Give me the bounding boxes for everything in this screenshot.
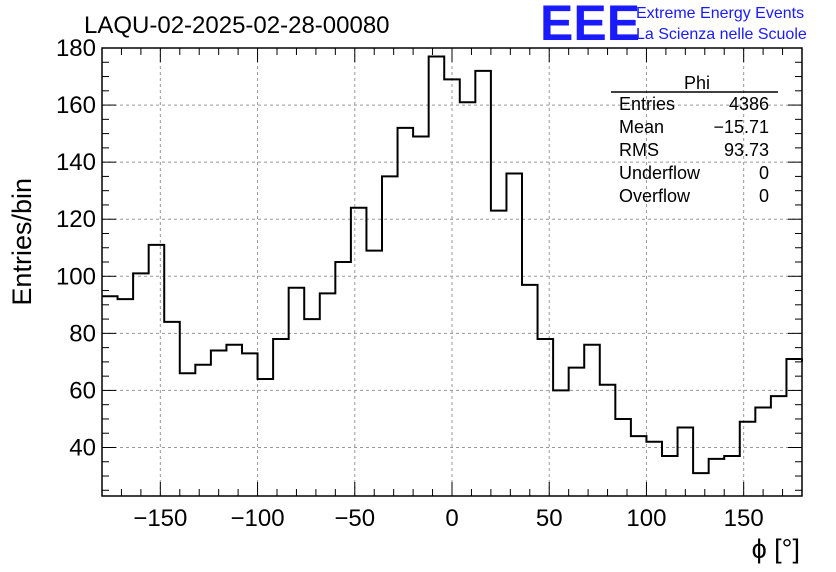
x-tick-label: 50 [536,505,563,532]
x-tick-label: −100 [231,505,285,532]
brand: EEE Extreme Energy Events La Scienza nel… [540,0,807,51]
histogram-bin [709,459,725,496]
histogram-bin [678,428,694,496]
y-tick-label: 40 [69,434,96,461]
histogram-bin [335,262,351,496]
x-tick-label: 150 [724,505,764,532]
histogram-bin [180,373,196,496]
x-tick-label: −50 [334,505,375,532]
histogram-outline [102,55,803,475]
stats-value: 4386 [729,94,769,114]
histogram-bin [506,174,522,496]
stats-rows: Entries 4386 Mean −15.71 RMS 93.73 Underflow 0 O… [619,94,769,206]
stats-title: Phi [684,73,710,93]
stats-label: Mean [619,117,664,137]
histogram-bin [786,359,802,496]
stats-box: Phi Entries 4386 Mean −15.71 RMS 93.73 Underfl… [611,73,778,206]
histogram-bin [149,245,165,496]
histogram-bin [662,456,678,496]
histogram-bin [242,353,258,496]
y-axis-label: Entries/bin [7,178,37,306]
histogram-bin [382,176,398,496]
histogram-bin [320,293,336,496]
y-tick-label: 160 [56,92,96,119]
stats-label: Underflow [619,163,701,183]
histogram-bin [740,422,756,496]
chart-title: LAQU-02-2025-02-28-00080 [84,12,390,39]
axis-ticks [101,47,803,496]
brand-logo: EEE [540,0,640,51]
histogram-bin [538,339,554,496]
stats-value: 0 [759,186,769,206]
x-tick-label: 100 [626,505,666,532]
histogram-bin [771,396,787,496]
stats-label: RMS [619,140,659,160]
x-axis-label: ϕ [°] [752,534,800,564]
histogram-bin [724,456,740,496]
histogram [102,55,803,496]
histogram-bin [693,473,709,496]
histogram-bin [553,390,569,496]
histogram-bin [273,339,289,496]
y-tick-label: 120 [56,206,96,233]
histogram-bin [615,419,631,496]
y-tick-label: 100 [56,263,96,290]
histogram-bin [398,128,414,496]
histogram-bin [584,345,600,496]
stats-value: 0 [759,163,769,183]
brand-line-1: Extreme Energy Events [636,5,804,22]
histogram-bin [600,385,616,496]
y-tick-label: 180 [56,35,96,62]
histogram-bin [475,71,491,496]
histogram-bin [429,57,445,496]
y-tick-label: 140 [56,149,96,176]
x-tick-label: 0 [445,505,458,532]
histogram-bin [413,136,429,496]
histogram-bin [491,211,507,496]
histogram-bin [569,368,585,496]
stats-value: 93.73 [724,140,769,160]
histogram-bin [460,102,476,496]
x-tick-labels: −150 −100 −50 0 50 100 150 [133,505,763,532]
brand-line-2: La Scienza nelle Scuole [636,26,807,43]
histogram-bin [289,288,305,496]
stats-value: −15.71 [713,117,769,137]
y-tick-labels: 40 60 80 100 120 140 160 180 [56,35,96,461]
y-tick-label: 60 [69,377,96,404]
histogram-bin [195,365,211,496]
stats-label: Overflow [619,186,691,206]
histogram-bin [258,379,274,496]
stats-label: Entries [619,94,675,114]
histogram-bin [631,436,647,496]
histogram-bin [102,296,118,496]
histogram-bin [304,319,320,496]
histogram-bin [366,251,382,496]
y-tick-label: 80 [69,320,96,347]
histogram-bin [646,442,662,496]
histogram-bin [351,208,367,496]
x-tick-label: −150 [133,505,187,532]
histogram-bin [226,345,242,496]
histogram-bin [118,299,134,496]
histogram-bin [755,408,771,496]
histogram-bin [164,322,180,496]
grid [102,47,802,496]
histogram-bin [211,350,227,496]
histogram-bin [133,273,149,496]
